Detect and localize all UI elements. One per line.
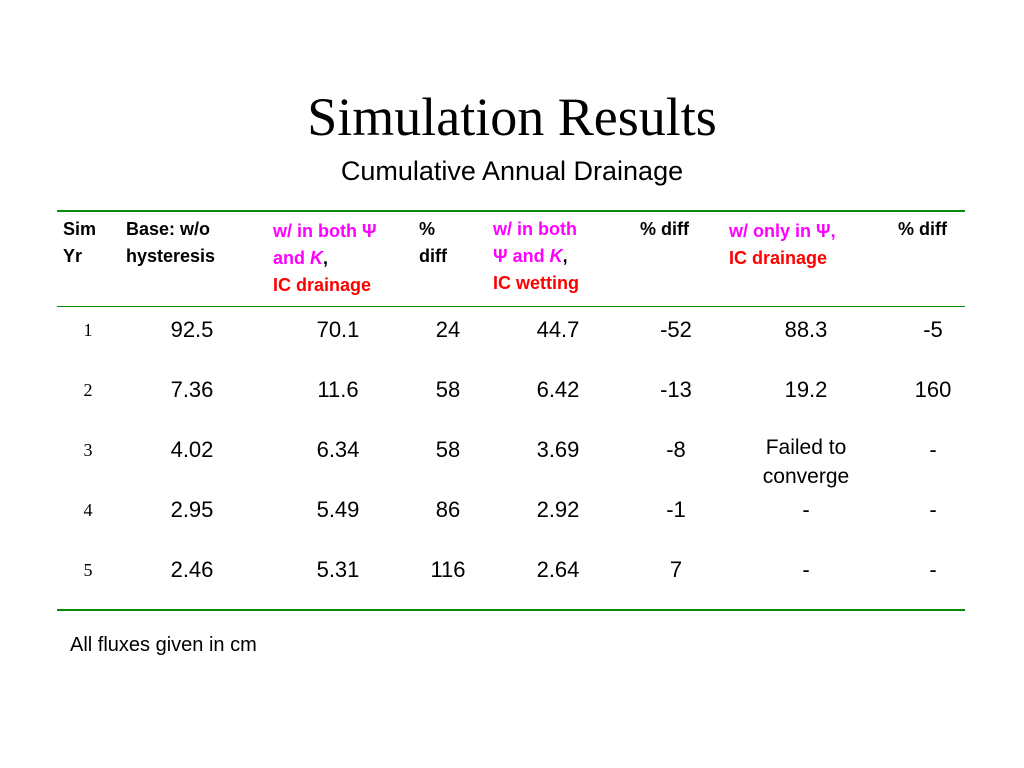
- cell-pct-diff-3: -: [929, 497, 937, 522]
- cell-pct-diff-3: -: [929, 437, 937, 462]
- cell-only: 88.3: [784, 317, 828, 342]
- header-both-drainage-comma: ,: [323, 248, 329, 268]
- header-pct-diff-2: % diff: [640, 216, 689, 243]
- cell-both-drainage: 6.34: [316, 437, 360, 462]
- cell-pct-diff-3: -5: [923, 317, 943, 342]
- cell-base: 2.46: [170, 557, 214, 582]
- slide-title: Simulation Results: [307, 87, 717, 147]
- cell-only: -: [802, 557, 810, 582]
- cell-both-drainage: 11.6: [317, 377, 359, 402]
- cell-base: 2.95: [170, 497, 214, 522]
- footnote: All fluxes given in cm: [70, 634, 257, 656]
- cell-pct-diff-1: 24: [435, 317, 461, 342]
- header-both-wetting-line1: w/ in both: [493, 219, 577, 239]
- cell-pct-diff-1: 86: [435, 497, 461, 522]
- cell-both-drainage: 5.49: [316, 497, 360, 522]
- header-both-drainage: w/ in both Ψ and K, IC drainage: [273, 218, 377, 299]
- psi-symbol: Ψ: [816, 221, 831, 241]
- table-bottom-rule: [57, 609, 965, 611]
- header-both-drainage-and: and: [273, 248, 311, 268]
- header-both-wetting-line3: IC wetting: [493, 273, 579, 293]
- cell-base: 7.36: [170, 377, 214, 402]
- cell-base: 4.02: [170, 437, 214, 462]
- header-base-line2: hysteresis: [126, 246, 216, 266]
- header-both-wetting-comma: ,: [562, 246, 568, 266]
- header-only-comma: ,: [830, 221, 836, 241]
- cell-pct-diff-2: 7: [669, 557, 683, 582]
- cell-both-drainage: 70.1: [316, 317, 360, 342]
- header-only-line1: w/ only in: [729, 221, 817, 241]
- header-both-drainage-line1: w/ in both: [273, 221, 362, 241]
- cell-both-wetting: 2.92: [536, 497, 580, 522]
- cell-yr: 3: [83, 440, 93, 460]
- cell-only-failed: Failed to converge: [762, 436, 850, 488]
- cell-pct-diff-2: -13: [660, 377, 692, 402]
- cell-pct-diff-1: 58: [435, 437, 461, 462]
- psi-symbol: Ψ: [361, 221, 377, 241]
- cell-pct-diff-3: 160: [914, 377, 952, 402]
- header-pct1-line1: %: [419, 219, 436, 239]
- cell-pct-diff-3: -: [929, 557, 937, 582]
- cell-yr: 5: [83, 560, 93, 580]
- cell-both-wetting: 3.69: [536, 437, 580, 462]
- header-sim-yr: Sim Yr: [63, 216, 96, 270]
- header-pct1-line2: diff: [419, 246, 447, 266]
- slide-subtitle: Cumulative Annual Drainage: [340, 156, 684, 186]
- cell-both-wetting: 6.42: [536, 377, 580, 402]
- cell-pct-diff-1: 116: [430, 557, 466, 582]
- table-header-rule: [57, 306, 965, 307]
- header-base-line1: Base: w/o: [126, 219, 211, 239]
- header-pct2-label: % diff: [640, 219, 689, 239]
- cell-yr: 2: [83, 380, 93, 400]
- header-both-drainage-line3: IC drainage: [273, 275, 372, 295]
- header-both-wetting: w/ in both Ψ and K, IC wetting: [493, 216, 579, 297]
- cell-pct-diff-2: -52: [660, 317, 692, 342]
- cell-pct-diff-2: -1: [666, 497, 686, 522]
- cell-only: 19.2: [784, 377, 828, 402]
- cell-both-wetting: 44.7: [536, 317, 580, 342]
- cell-yr: 1: [83, 320, 93, 340]
- header-both-wetting-k: K: [549, 246, 563, 266]
- header-both-drainage-k: K: [310, 248, 324, 268]
- cell-pct-diff-1: 58: [435, 377, 461, 402]
- cell-both-wetting: 2.64: [536, 557, 580, 582]
- header-only: w/ only in Ψ, IC drainage: [729, 218, 836, 272]
- header-pct3-label: % diff: [898, 219, 947, 239]
- cell-both-drainage: 5.31: [316, 557, 360, 582]
- cell-yr: 4: [83, 500, 93, 520]
- cell-pct-diff-2: -8: [666, 437, 686, 462]
- header-yr-label: Yr: [63, 246, 83, 266]
- header-pct-diff-1: % diff: [419, 216, 447, 270]
- cell-base: 92.5: [170, 317, 214, 342]
- psi-symbol: Ψ: [493, 246, 508, 266]
- header-pct-diff-3: % diff: [898, 216, 947, 243]
- header-sim-label: Sim: [63, 219, 97, 239]
- header-both-wetting-and: and: [507, 246, 550, 266]
- header-only-line2: IC drainage: [729, 248, 828, 268]
- header-base: Base: w/o hysteresis: [126, 216, 215, 270]
- cell-only: -: [802, 497, 810, 522]
- table-top-rule: [57, 210, 965, 212]
